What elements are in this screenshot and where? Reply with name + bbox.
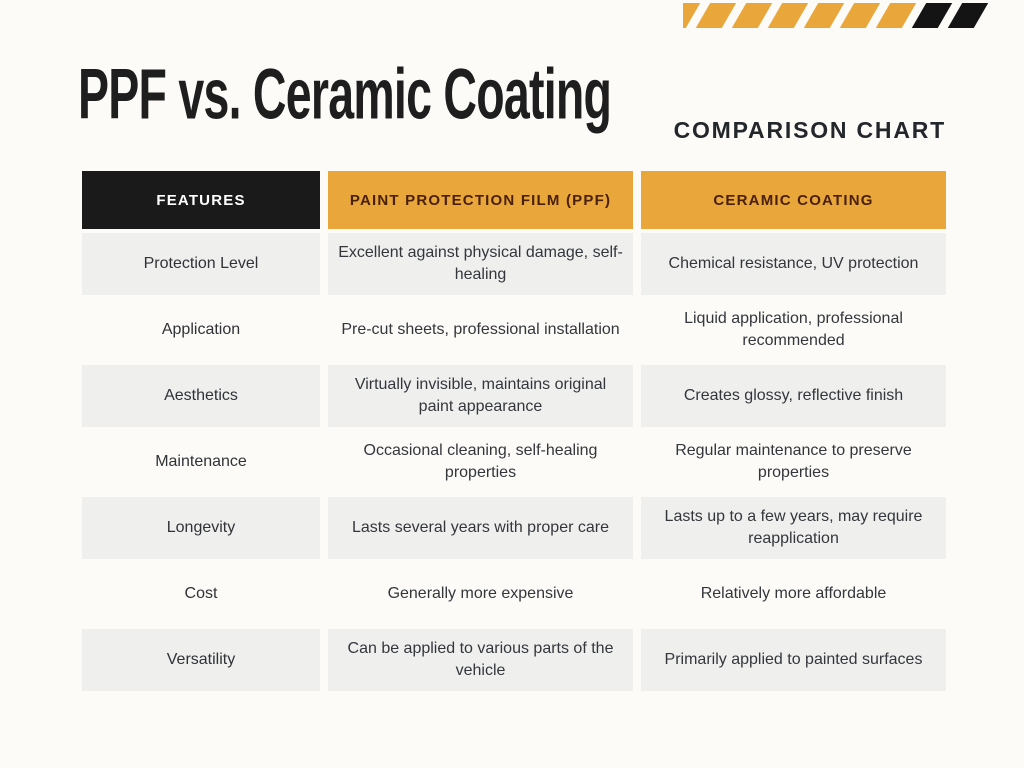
comparison-table-body: Protection Level Excellent against physic… — [82, 233, 946, 691]
ceramic-value-cell: Creates glossy, reflective finish — [641, 365, 946, 427]
feature-cell: Versatility — [82, 629, 320, 691]
ppf-column-header: PAINT PROTECTION FILM (PPF) — [328, 171, 633, 229]
comparison-table: FEATURES PAINT PROTECTION FILM (PPF) CER… — [82, 171, 946, 695]
feature-cell: Cost — [184, 584, 218, 602]
table-row: Maintenance Occasional cleaning, self-hea… — [82, 431, 946, 493]
ceramic-value-cell: Chemical resistance, UV protection — [641, 233, 946, 295]
stripe — [911, 3, 953, 28]
stripe — [839, 3, 881, 28]
ceramic-column-header: CERAMIC COATING — [641, 171, 946, 229]
stripe — [767, 3, 809, 28]
stripe — [875, 3, 917, 28]
ppf-value-cell: Pre-cut sheets, professional installatio… — [341, 320, 620, 338]
feature-cell: Aesthetics — [82, 365, 320, 427]
page-subtitle: COMPARISON CHART — [673, 117, 946, 143]
ppf-value-cell: Excellent against physical damage, self-… — [328, 233, 633, 295]
feature-cell: Longevity — [82, 497, 320, 559]
stripe — [731, 3, 773, 28]
table-row: Application Pre-cut sheets, professional … — [82, 299, 946, 361]
table-row: Cost Generally more expensive Relatively m… — [82, 563, 946, 625]
ceramic-value-cell: Lasts up to a few years, may require rea… — [641, 497, 946, 559]
table-row: Aesthetics Virtually invisible, maintains… — [82, 365, 946, 427]
feature-cell: Application — [161, 320, 241, 338]
table-row: Protection Level Excellent against physic… — [82, 233, 946, 295]
features-column-header: FEATURES — [82, 171, 320, 229]
ppf-value-cell: Generally more expensive — [387, 584, 574, 602]
ppf-value-cell: Occasional cleaning, self-healing proper… — [363, 441, 598, 481]
ceramic-value-cell: Liquid application, professional recomme… — [684, 309, 903, 349]
feature-cell: Maintenance — [155, 452, 247, 470]
ppf-value-cell: Can be applied to various parts of the v… — [328, 629, 633, 691]
stripe — [695, 3, 737, 28]
ppf-value-cell: Lasts several years with proper care — [328, 497, 633, 559]
table-row: Versatility Can be applied to various par… — [82, 629, 946, 691]
ceramic-value-cell: Primarily applied to painted surfaces — [641, 629, 946, 691]
ppf-value-cell: Virtually invisible, maintains original … — [328, 365, 633, 427]
ceramic-value-cell: Regular maintenance to preserve properti… — [675, 441, 912, 481]
table-row: Longevity Lasts several years with proper… — [82, 497, 946, 559]
stripe — [947, 3, 989, 28]
stripe — [803, 3, 845, 28]
ceramic-value-cell: Relatively more affordable — [700, 584, 887, 602]
feature-cell: Protection Level — [82, 233, 320, 295]
page-title: PPF vs. Ceramic Coating — [78, 55, 612, 135]
table-header-row: FEATURES PAINT PROTECTION FILM (PPF) CER… — [82, 171, 946, 229]
hazard-stripes-decoration — [683, 3, 1013, 28]
